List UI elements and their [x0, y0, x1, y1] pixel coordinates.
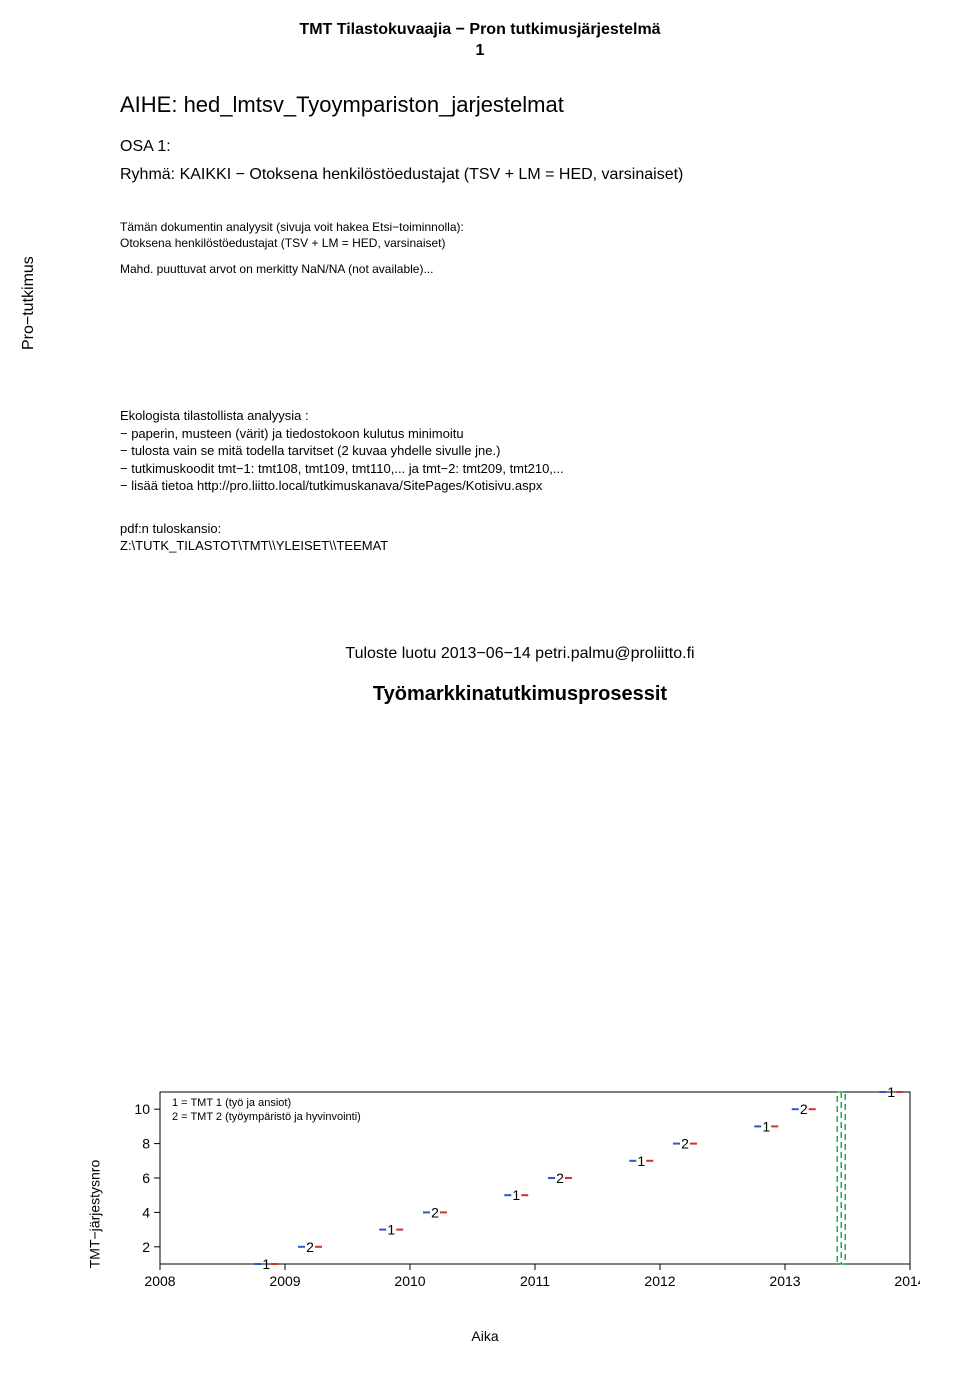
osa-line1: OSA 1: — [120, 138, 920, 156]
svg-text:2012: 2012 — [644, 1273, 675, 1289]
header-title: TMT Tilastokuvaajia − Pron tutkimusjärje… — [40, 20, 920, 41]
svg-text:1: 1 — [512, 1187, 520, 1203]
svg-text:2: 2 — [556, 1170, 564, 1186]
osa-line2: Ryhmä: KAIKKI − Otoksena henkilöstöedust… — [120, 166, 920, 184]
spacer — [120, 251, 920, 261]
svg-text:2: 2 — [431, 1204, 439, 1220]
chart-svg: 2008200920102011201220132014246810121212… — [120, 1084, 920, 1294]
svg-text:2: 2 — [306, 1239, 314, 1255]
svg-text:2011: 2011 — [520, 1273, 550, 1289]
tuloste-line: Tuloste luotu 2013−06−14 petri.palmu@pro… — [120, 645, 920, 663]
aihe-title: AIHE: hed_lmtsv_Tyoympariston_jarjestelm… — [120, 92, 920, 118]
header-pagenum: 1 — [40, 41, 920, 62]
svg-text:4: 4 — [142, 1204, 150, 1220]
page: TMT Tilastokuvaajia − Pron tutkimusjärje… — [0, 0, 960, 1384]
svg-text:2: 2 — [142, 1239, 150, 1255]
svg-text:1: 1 — [637, 1153, 645, 1169]
pdf-block: pdf:n tuloskansio: Z:\TUTK_TILASTOT\TMT\… — [120, 520, 920, 555]
y-axis-label: TMT−järjestysnro — [86, 1160, 102, 1269]
eko-l2: − paperin, musteen (värit) ja tiedostoko… — [120, 425, 920, 443]
eko-l4: − tutkimuskoodit tmt−1: tmt108, tmt109, … — [120, 460, 920, 478]
svg-text:2013: 2013 — [769, 1273, 800, 1289]
svg-text:2014: 2014 — [894, 1273, 920, 1289]
notes-block: Tämän dokumentin analyysit (sivuja voit … — [120, 219, 920, 278]
svg-text:1: 1 — [887, 1084, 895, 1100]
notes-l2: Otoksena henkilöstöedustajat (TSV + LM =… — [120, 235, 920, 251]
svg-text:1: 1 — [262, 1256, 270, 1272]
svg-text:6: 6 — [142, 1170, 150, 1186]
pdf-l1: pdf:n tuloskansio: — [120, 520, 920, 538]
svg-text:2: 2 — [681, 1136, 689, 1152]
chart-area: TMT−järjestysnro Aika 2008 2009 2010 2011 20… — [40, 1084, 930, 1344]
svg-text:8: 8 — [142, 1136, 150, 1152]
svg-text:2009: 2009 — [269, 1273, 300, 1289]
svg-text:2010: 2010 — [394, 1273, 425, 1289]
pdf-l2: Z:\TUTK_TILASTOT\TMT\\YLEISET\\TEEMAT — [120, 537, 920, 555]
x-axis-label: Aika — [471, 1328, 498, 1344]
notes-l3: Mahd. puuttuvat arvot on merkitty NaN/NA… — [120, 261, 920, 277]
side-label: Pro−tutkimus — [20, 256, 38, 350]
eko-l3: − tulosta vain se mitä todella tarvitset… — [120, 442, 920, 460]
notes-l1: Tämän dokumentin analyysit (sivuja voit … — [120, 219, 920, 235]
svg-text:1: 1 — [762, 1118, 770, 1134]
svg-text:1: 1 — [387, 1222, 395, 1238]
svg-text:2 = TMT 2 (työympäristö ja h: 2 = TMT 2 (työympäristö ja hyvinvointi) — [172, 1111, 361, 1123]
eko-l5: − lisää tietoa http://pro.liitto.local/t… — [120, 477, 920, 495]
page-header: TMT Tilastokuvaajia − Pron tutkimusjärje… — [40, 20, 920, 62]
svg-text:2: 2 — [800, 1101, 808, 1117]
chart-title: Työmarkkinatutkimusprosessit — [120, 683, 920, 706]
eko-block: Ekologista tilastollista analyysia : − p… — [120, 407, 920, 495]
svg-text:2008: 2008 — [144, 1273, 175, 1289]
svg-text:1 = TMT 1 (työ ja ansiot): 1 = TMT 1 (työ ja ansiot) — [172, 1097, 291, 1109]
svg-text:10: 10 — [134, 1101, 150, 1117]
eko-l1: Ekologista tilastollista analyysia : — [120, 407, 920, 425]
content-block: AIHE: hed_lmtsv_Tyoympariston_jarjestelm… — [120, 92, 920, 706]
